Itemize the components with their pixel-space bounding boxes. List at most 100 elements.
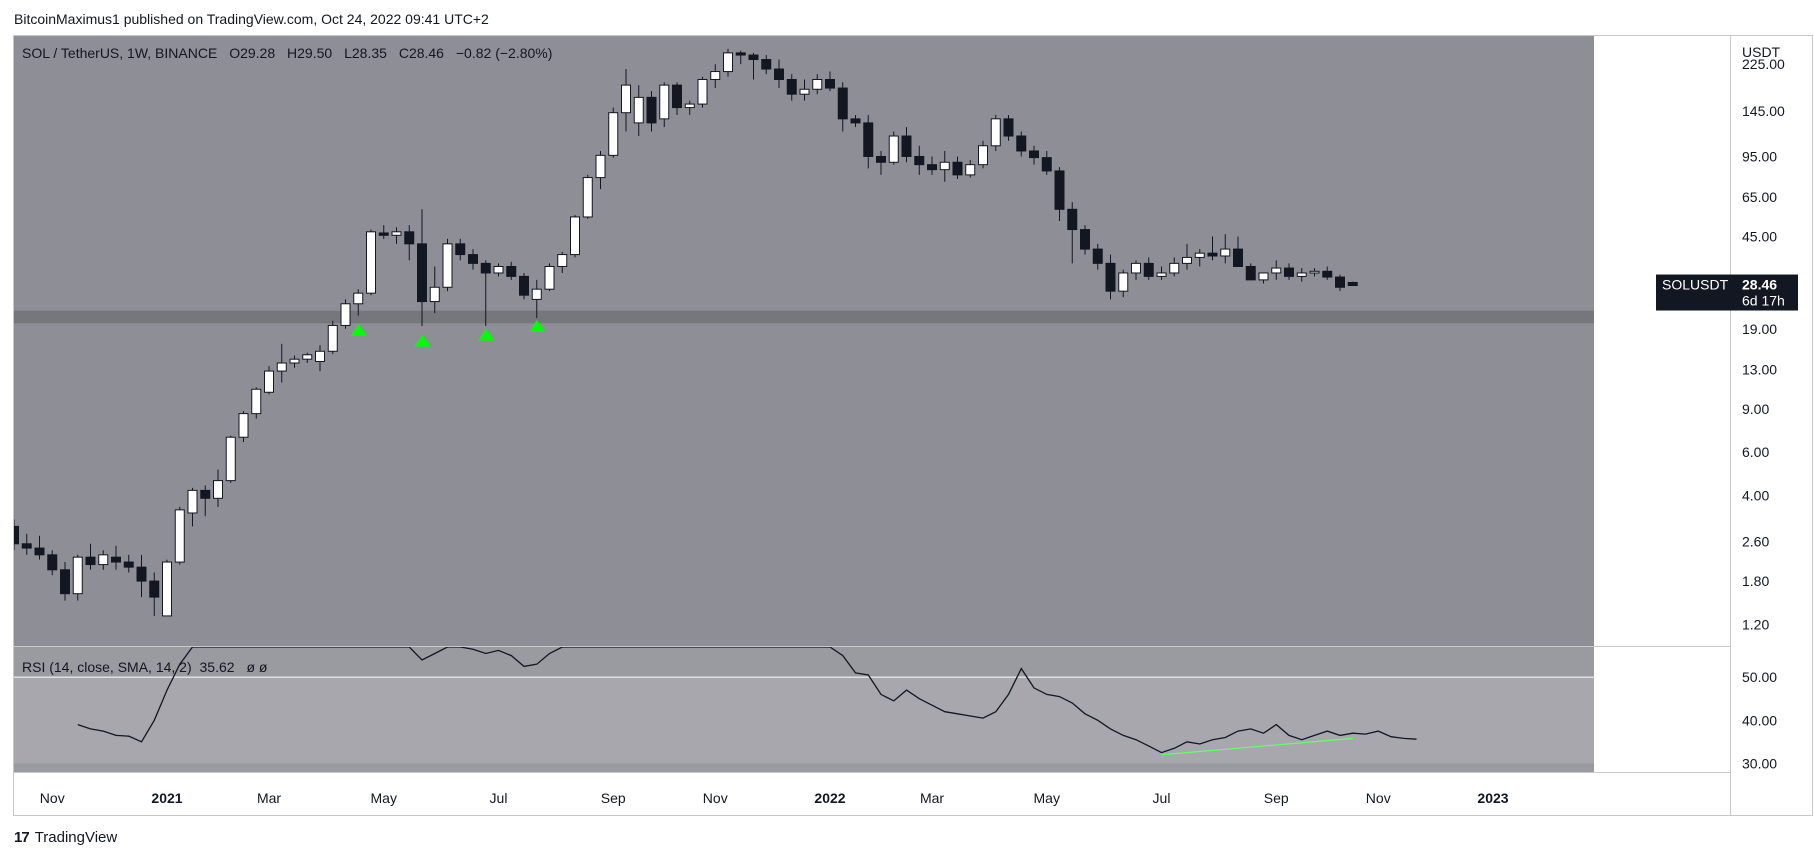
candle (1016, 131, 1027, 157)
time-tick-label: 2023 (1477, 790, 1508, 806)
svg-text:SOL / TetherUS, 1W, BINANCE: SOL / TetherUS, 1W, BINANCE O29.28 H29.5… (22, 45, 552, 61)
candle (519, 272, 529, 300)
time-tick-label: May (371, 790, 397, 806)
candle (238, 411, 249, 442)
svg-text:RSI (14, close, SMA, 14, 2): RSI (14, close, SMA, 14, 2) 35.62 ø ø (22, 659, 268, 675)
price-tick-label: 9.00 (1742, 401, 1769, 417)
tradingview-logo[interactable]: 17 TradingView (14, 829, 117, 846)
time-tick-label: Mar (920, 790, 944, 806)
last-price-value: 28.46 (1742, 277, 1777, 293)
time-tick-label: Nov (1366, 790, 1391, 806)
candle (72, 554, 83, 601)
time-tick-label: 2021 (151, 790, 182, 806)
candle (417, 209, 427, 326)
candle (468, 249, 478, 270)
candle (1054, 167, 1065, 221)
price-tick-label: 65.00 (1742, 189, 1777, 205)
time-tick-label: Sep (601, 790, 626, 806)
price-tick-label: 6.00 (1742, 444, 1769, 460)
candle (366, 229, 376, 296)
candle (1347, 281, 1358, 287)
candle (557, 251, 568, 273)
time-tick-label: Nov (703, 790, 728, 806)
candle (1233, 236, 1243, 267)
candle (187, 487, 198, 527)
candle (85, 543, 96, 570)
price-tick-label: 2.60 (1742, 534, 1769, 550)
candle (1194, 249, 1205, 267)
candle (812, 74, 823, 95)
candle (1296, 268, 1307, 282)
candle (1143, 257, 1154, 280)
candle (98, 550, 109, 570)
candle (378, 225, 389, 239)
candle (786, 74, 797, 101)
legend-symbol: SOL / TetherUS, 1W, BINANCE (22, 45, 217, 61)
candle (914, 145, 925, 175)
candles-series (14, 48, 1358, 617)
candle (965, 159, 976, 178)
rsi-extra: ø ø (246, 659, 267, 675)
candle (684, 100, 695, 115)
support-marker-triangle (528, 319, 545, 332)
candle (1284, 263, 1294, 280)
candle (276, 343, 287, 383)
legend-high-value: 29.50 (297, 45, 332, 61)
candle (927, 156, 937, 175)
rsi-band (14, 676, 1594, 764)
time-tick-label: Mar (257, 790, 281, 806)
tradingview-brand: TradingView (34, 829, 118, 846)
candle (1156, 266, 1167, 280)
candle (621, 69, 631, 132)
candle (442, 238, 453, 292)
candle (47, 550, 58, 576)
publisher-caption: BitcoinMaximus1 published on TradingView… (14, 11, 489, 27)
candle (162, 559, 172, 617)
candle (531, 279, 542, 319)
candle (429, 266, 440, 314)
price-tick-label: 45.00 (1742, 228, 1777, 244)
candle (570, 214, 580, 258)
legend-low-label: L (344, 45, 352, 61)
price-tick-label: 145.00 (1742, 103, 1785, 119)
legend-close-label: C (399, 45, 409, 61)
candle (34, 535, 45, 560)
candle (289, 355, 300, 368)
last-price-symbol: SOLUSDT (1662, 277, 1729, 293)
price-tick-label: 95.00 (1742, 148, 1777, 164)
candle (850, 114, 861, 128)
candle (21, 533, 32, 555)
candle (14, 519, 19, 551)
candle (149, 572, 160, 616)
candle (404, 225, 415, 261)
candle (761, 55, 772, 75)
candle (710, 64, 721, 89)
candle (1029, 145, 1039, 165)
rsi-tick-label: 50.00 (1742, 669, 1777, 685)
rsi-title: RSI (14, close, SMA, 14, 2) (22, 659, 192, 675)
price-axis-unit: USDT (1742, 44, 1781, 60)
candle (735, 50, 746, 65)
candle (174, 506, 185, 565)
candle (225, 435, 236, 483)
price-tick-label: 1.80 (1742, 573, 1769, 589)
candle (1118, 269, 1129, 298)
tradingview-logo-icon: 17 (14, 829, 30, 846)
candle (391, 227, 402, 244)
candle (251, 387, 262, 419)
candle (315, 345, 325, 372)
time-tick-label: 2022 (814, 790, 845, 806)
rsi-tick-label: 30.00 (1742, 755, 1777, 771)
chart-frame (13, 35, 1813, 816)
candle (123, 554, 134, 573)
price-tick-label: 19.00 (1742, 321, 1777, 337)
rsi-axis-ticks: 30.00 40.00 50.00 (1742, 669, 1777, 771)
candle (595, 150, 606, 190)
rsi-line-group (77, 647, 1417, 756)
legend-open-label: O (229, 45, 240, 61)
time-tick-label: Jul (1153, 790, 1171, 806)
time-tick-label: Nov (40, 790, 65, 806)
candle (837, 82, 848, 132)
candle (952, 156, 963, 179)
